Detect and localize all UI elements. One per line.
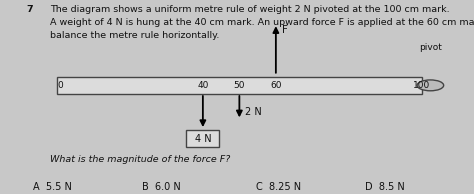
Text: 60: 60 [270,81,282,90]
Text: 4 N: 4 N [194,134,211,144]
Text: What is the magnitude of the force F?: What is the magnitude of the force F? [50,155,230,164]
Text: C  8.25 N: C 8.25 N [256,182,301,192]
Text: A weight of 4 N is hung at the 40 cm mark. An upward force F is applied at the 6: A weight of 4 N is hung at the 40 cm mar… [50,18,474,27]
Text: 100: 100 [413,81,430,90]
Text: 50: 50 [234,81,245,90]
Text: D  8.5 N: D 8.5 N [365,182,405,192]
Text: 2 N: 2 N [245,107,262,117]
Bar [186,130,219,147]
Text: 40: 40 [197,81,209,90]
Text: balance the metre rule horizontally.: balance the metre rule horizontally. [50,31,219,40]
Text: 0: 0 [58,81,64,90]
Text: A  5.5 N: A 5.5 N [33,182,72,192]
Bar [57,77,422,94]
Text: B  6.0 N: B 6.0 N [142,182,181,192]
Text: The diagram shows a uniform metre rule of weight 2 N pivoted at the 100 cm mark.: The diagram shows a uniform metre rule o… [50,5,449,14]
Text: F: F [282,25,288,35]
Text: 7: 7 [26,5,33,14]
Circle shape [417,80,444,91]
Text: pivot: pivot [419,43,442,52]
